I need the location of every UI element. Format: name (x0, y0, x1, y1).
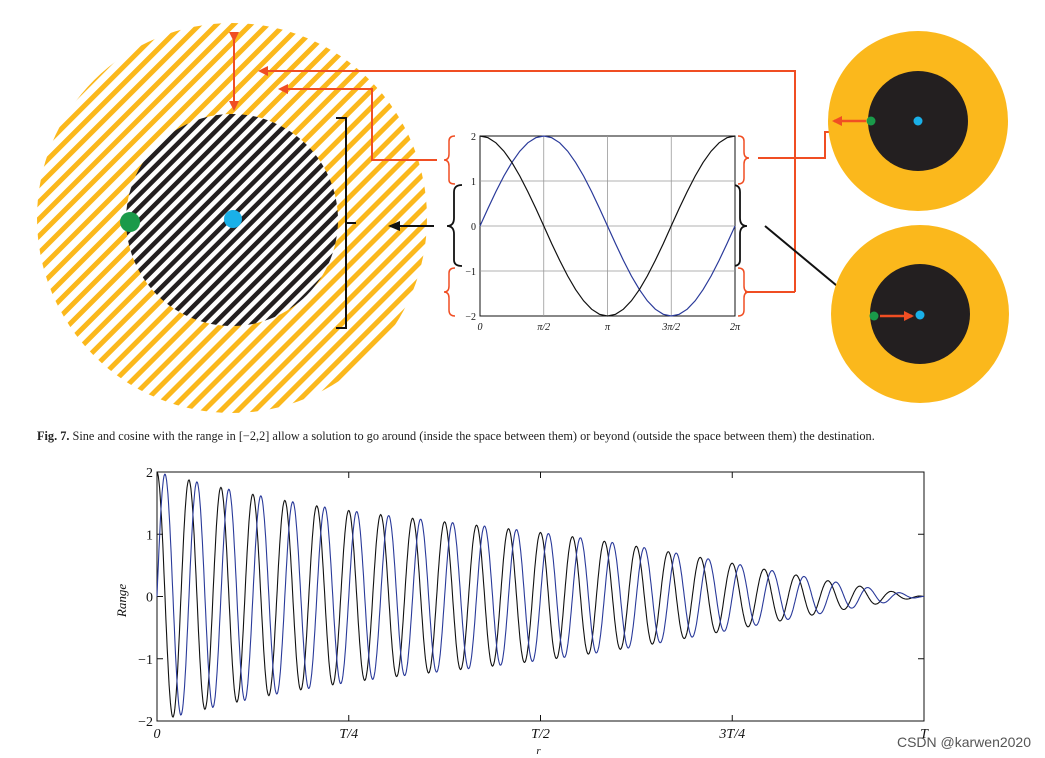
plot2-ytick-label: 0 (146, 591, 153, 606)
right-top-solution-dot (866, 116, 876, 126)
brace-left-middle (446, 184, 463, 267)
plot2-xlabel: r (536, 745, 541, 757)
plot2-sine-line (156, 473, 924, 716)
plot1-xtick-label: 2π (730, 322, 741, 333)
plot1-cosine-line (479, 135, 736, 317)
sine-cosine-plot: 0 π/2 π 3π/2 2π −2 −1 0 1 2 (465, 132, 741, 333)
brace-left-top (443, 135, 456, 185)
plot2-ytick-label: −2 (138, 715, 153, 730)
solution-dot-green (120, 212, 140, 232)
figure-caption: Fig. 7. Sine and cosine with the range i… (37, 429, 1037, 444)
plot2-ytick-label: 2 (146, 466, 153, 481)
plot1-xtick-label: π/2 (537, 322, 550, 333)
plot2-xtick-label: T/4 (339, 727, 358, 742)
right-bottom-solution-dot (869, 311, 879, 321)
plot1-ytick-label: −2 (465, 312, 476, 323)
destination-dot-blue (224, 210, 242, 228)
plot1-ytick-label: 2 (471, 132, 476, 143)
plot2-xtick-label: T (920, 727, 929, 742)
figure-7-illustration: 0 π/2 π 3π/2 2π −2 −1 0 1 2 (37, 23, 1009, 413)
plot2-xtick-label: 3T/4 (718, 727, 745, 742)
plot1-ytick-label: −1 (465, 267, 476, 278)
plot2-cosine-line (156, 471, 925, 718)
plot2-ylabel: Range (114, 584, 129, 618)
figure-caption-label: Fig. 7. (37, 429, 70, 443)
plot1-xtick-label: π (605, 322, 611, 333)
plot2-ytick-label: −1 (138, 653, 153, 668)
figure-caption-text: Sine and cosine with the range in [−2,2]… (72, 429, 875, 443)
red-connector-mid (278, 84, 437, 161)
plot1-ytick-label: 1 (471, 177, 476, 188)
damped-range-plot: 0 T/4 T/2 3T/4 T −2 −1 0 1 2 r Range (114, 466, 929, 757)
plot2-xtick-label: 0 (154, 727, 161, 742)
brace-right-top (737, 135, 750, 185)
brace-right-middle (732, 184, 748, 267)
brace-left-bottom (443, 267, 456, 317)
plot1-xtick-label: 3π/2 (661, 322, 680, 333)
inner-range-bracket (336, 117, 356, 329)
plot2-ytick-label: 1 (146, 528, 153, 543)
brace-right-bottom (737, 267, 750, 317)
plot2-xtick-label: T/2 (531, 727, 550, 742)
right-bottom-destination-dot (915, 310, 925, 320)
red-connector-right (758, 131, 836, 159)
plot1-ytick-label: 0 (471, 222, 476, 233)
watermark: CSDN @karwen2020 (896, 734, 1031, 750)
red-connector-top (258, 66, 796, 292)
plot1-sine-line (479, 135, 736, 317)
plot1-xtick-label: 0 (478, 322, 483, 333)
right-top-destination-dot (913, 116, 923, 126)
